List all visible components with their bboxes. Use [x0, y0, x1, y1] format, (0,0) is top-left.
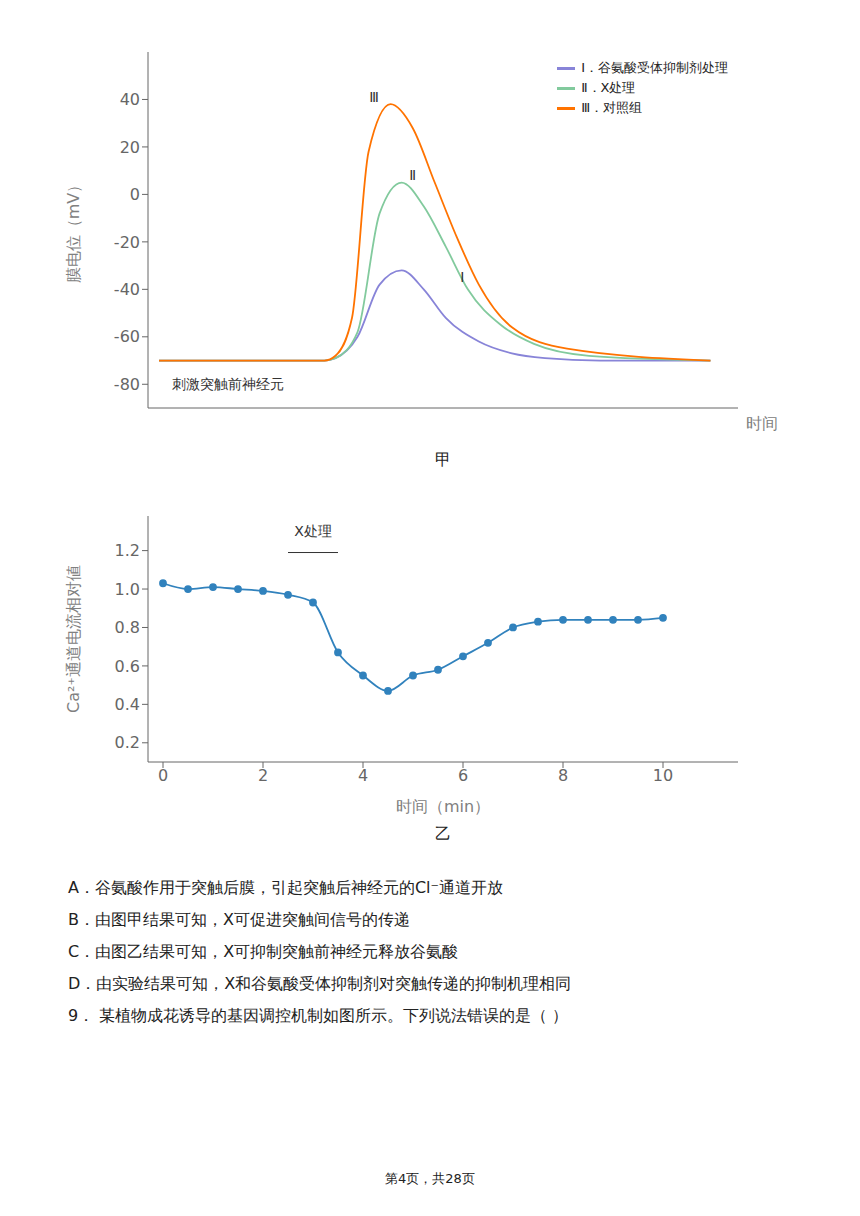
svg-text:-20: -20 [114, 233, 140, 252]
html-text:B．由图甲结果可知，X可促进突触间信号的传递: B．由图甲结果可知，X可促进突触间信号的传递 [68, 910, 410, 929]
svg-text:10: 10 [653, 766, 673, 785]
svg-text:2: 2 [258, 766, 268, 785]
svg-text:8: 8 [558, 766, 568, 785]
svg-text:0.8: 0.8 [115, 618, 140, 637]
html-text:第4页，共28页: 第4页，共28页 [385, 1171, 475, 1186]
html-text:Ⅱ．X处理: Ⅱ．X处理 [581, 80, 636, 95]
svg-text:-60: -60 [114, 327, 140, 346]
html-text:9． 某植物成花诱导的基因调控机制如图所示。下列说法错误的是: 9． 某植物成花诱导的基因调控机制如图所示。下列说法错误的是（ ） [68, 1006, 569, 1025]
svg-text:时间: 时间 [746, 414, 778, 433]
svg-text:1.0: 1.0 [115, 580, 140, 599]
svg-text:0.4: 0.4 [115, 695, 140, 714]
svg-text:X处理: X处理 [294, 523, 332, 539]
html-text:D．由实验结果可知，X和谷氨酸受体抑制剂对突触传递的抑制机理: D．由实验结果可知，X和谷氨酸受体抑制剂对突触传递的抑制机理相同 [68, 974, 572, 993]
svg-text:0.2: 0.2 [115, 733, 140, 752]
svg-text:Ⅱ: Ⅱ [409, 167, 416, 183]
svg-text:Ⅰ: Ⅰ [460, 269, 464, 285]
html-text:C．由图乙结果可知，X可抑制突触前神经元释放谷氨酸: C．由图乙结果可知，X可抑制突触前神经元释放谷氨酸 [68, 942, 459, 961]
svg-text:1.2: 1.2 [115, 541, 140, 560]
svg-text:0.6: 0.6 [115, 657, 140, 676]
svg-text:Ⅲ: Ⅲ [369, 89, 379, 105]
svg-text:时间（min）: 时间（min） [396, 797, 490, 816]
html-text:Ⅲ．对照组: Ⅲ．对照组 [581, 100, 643, 115]
html-text:A．谷氨酸作用于突触后膜，引起突触后神经元的Cl⁻通道开放: A．谷氨酸作用于突触后膜，引起突触后神经元的Cl⁻通道开放 [68, 878, 503, 897]
svg-text:20: 20 [120, 138, 140, 157]
svg-text:Ca²⁺通道电流相对値: Ca²⁺通道电流相对値 [64, 565, 83, 713]
html-text:Ⅰ．谷氨酸受体抑制剂处理: Ⅰ．谷氨酸受体抑制剂处理 [581, 60, 728, 75]
svg-text:40: 40 [120, 90, 140, 109]
svg-text:-40: -40 [114, 280, 140, 299]
svg-text:4: 4 [358, 766, 368, 785]
html-text:乙: 乙 [435, 824, 451, 843]
svg-text:-80: -80 [114, 375, 140, 394]
svg-text:0: 0 [130, 185, 140, 204]
svg-text:6: 6 [458, 766, 468, 785]
svg-text:0: 0 [158, 766, 168, 785]
svg-text:膜电位（mV）: 膜电位（mV） [64, 177, 83, 284]
html-text:甲: 甲 [435, 450, 451, 469]
svg-text:刺激突触前神经元: 刺激突触前神经元 [172, 376, 284, 392]
